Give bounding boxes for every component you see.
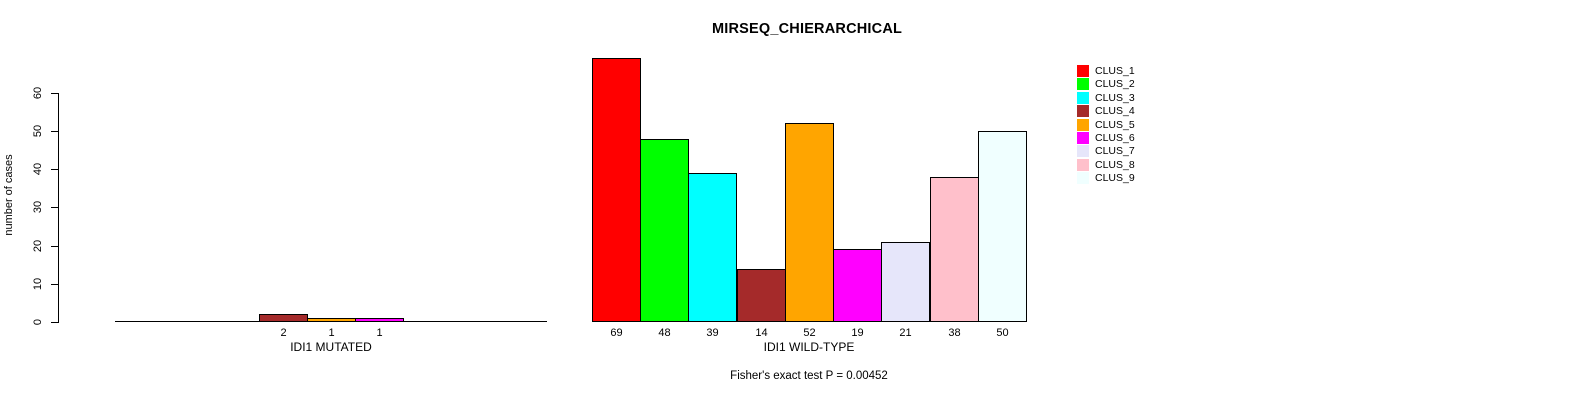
bar-value-label: 21 [899, 327, 912, 339]
bar-value-label: 14 [755, 327, 768, 339]
legend-swatch-clus_6 [1077, 131, 1089, 144]
y-axis-tick [51, 246, 58, 247]
legend-label: CLUS_9 [1095, 172, 1135, 185]
bar-clus_2 [640, 139, 689, 322]
bar-clus_3 [688, 173, 737, 322]
bar-clus_1 [592, 58, 641, 322]
y-axis-tick [51, 322, 58, 323]
bar-value-label: 69 [610, 327, 623, 339]
legend-label: CLUS_6 [1095, 131, 1135, 144]
y-axis-line [58, 93, 59, 323]
y-axis-tick-label: 0 [32, 318, 44, 326]
legend-swatch-clus_9 [1077, 172, 1089, 185]
legend-item: CLUS_2 [1077, 78, 1135, 91]
group-label-mutated: IDI1 MUTATED [290, 340, 372, 354]
legend-swatch-clus_1 [1077, 65, 1089, 77]
bar-clus_5 [785, 123, 834, 322]
legend-label: CLUS_4 [1095, 105, 1135, 118]
y-axis-tick-label: 10 [32, 277, 44, 291]
y-axis-tick [51, 131, 58, 132]
legend-label: CLUS_7 [1095, 145, 1135, 158]
y-axis-label: number of cases [3, 154, 15, 236]
legend-item: CLUS_1 [1077, 65, 1135, 77]
bar-value-label: 19 [851, 327, 864, 339]
legend-item: CLUS_3 [1077, 91, 1135, 104]
y-axis-tick [51, 169, 58, 170]
bar-value-label: 50 [996, 327, 1009, 339]
legend-label: CLUS_1 [1095, 65, 1135, 77]
bar-value-label: 39 [706, 327, 719, 339]
y-axis-tick [51, 207, 58, 208]
bar-value-label: 48 [658, 327, 671, 339]
y-axis-tick [51, 93, 58, 94]
chart-title: MIRSEQ_CHIERARCHICAL [711, 21, 903, 37]
legend-swatch-clus_3 [1077, 91, 1089, 104]
legend-item: CLUS_4 [1077, 105, 1135, 118]
legend-label: CLUS_8 [1095, 158, 1135, 171]
legend-label: CLUS_2 [1095, 78, 1135, 91]
legend-swatch-clus_5 [1077, 118, 1089, 131]
legend-swatch-clus_7 [1077, 145, 1089, 158]
bar-clus_8 [930, 177, 979, 322]
bar-clus_9 [978, 131, 1027, 322]
legend-swatch-clus_4 [1077, 105, 1089, 118]
y-axis-tick [51, 284, 58, 285]
bar-value-label: 1 [328, 327, 335, 339]
legend-swatch-clus_8 [1077, 158, 1089, 171]
bar-value-label: 1 [376, 327, 383, 339]
fisher-test-note: Fisher's exact test P = 0.00452 [730, 370, 888, 382]
legend: CLUS_1 CLUS_2 CLUS_3 CLUS_4 CLUS_5 CLUS_6 CLUS… [1077, 65, 1135, 186]
bar-clus_4 [259, 314, 308, 322]
y-axis-tick-label: 40 [32, 162, 44, 176]
y-axis-tick-label: 30 [32, 200, 44, 214]
y-axis-tick-label: 50 [32, 124, 44, 138]
y-axis-tick-label: 20 [32, 239, 44, 253]
bar-clus_7 [881, 242, 930, 322]
legend-swatch-clus_2 [1077, 78, 1089, 91]
bar-value-label: 2 [280, 327, 287, 339]
bar-clus_6 [833, 249, 882, 322]
bar-value-label: 52 [803, 327, 816, 339]
legend-label: CLUS_3 [1095, 91, 1135, 104]
y-axis-tick-label: 60 [32, 86, 44, 100]
legend-label: CLUS_5 [1095, 118, 1135, 131]
bar-clus_4 [737, 269, 786, 322]
legend-item: CLUS_9 [1077, 172, 1135, 185]
bar-clus_6 [355, 318, 404, 322]
legend-item: CLUS_7 [1077, 145, 1135, 158]
legend-item: CLUS_5 [1077, 118, 1135, 131]
bar-clus_5 [307, 318, 356, 322]
legend-item: CLUS_6 [1077, 131, 1135, 144]
bar-value-label: 38 [948, 327, 961, 339]
group-label-wildtype: IDI1 WILD-TYPE [763, 340, 855, 354]
legend-item: CLUS_8 [1077, 158, 1135, 171]
